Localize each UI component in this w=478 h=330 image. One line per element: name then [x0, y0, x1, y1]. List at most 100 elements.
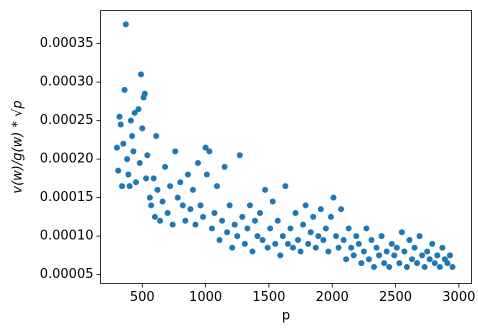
point: [396, 260, 403, 267]
x-tick-label: 2000: [316, 290, 349, 305]
point: [333, 233, 340, 240]
point: [182, 217, 189, 224]
point: [363, 225, 370, 232]
point: [219, 217, 226, 224]
point: [307, 229, 314, 236]
point: [113, 144, 120, 151]
point: [120, 140, 127, 147]
point: [131, 109, 138, 116]
point: [226, 202, 233, 209]
point: [368, 236, 375, 243]
point: [136, 159, 143, 166]
point: [132, 179, 139, 186]
point: [116, 113, 123, 120]
point: [264, 244, 271, 251]
point: [338, 206, 345, 213]
point: [350, 252, 357, 259]
point: [340, 236, 347, 243]
point: [194, 159, 201, 166]
point: [229, 244, 236, 251]
point: [439, 244, 446, 251]
point: [236, 152, 243, 159]
point: [157, 217, 164, 224]
point: [424, 248, 431, 255]
point: [295, 236, 302, 243]
point: [436, 263, 443, 270]
point: [203, 171, 210, 178]
point: [164, 210, 171, 217]
point: [310, 213, 317, 220]
point: [421, 263, 428, 270]
point: [305, 240, 312, 247]
point: [167, 183, 174, 190]
point: [216, 236, 223, 243]
point: [135, 106, 142, 113]
point: [383, 248, 390, 255]
point: [151, 213, 158, 220]
point: [300, 221, 307, 228]
point: [391, 252, 398, 259]
point: [153, 133, 160, 140]
point: [302, 202, 309, 209]
y-tick-label: 0.00035: [40, 36, 94, 51]
point: [169, 221, 176, 228]
point: [353, 233, 360, 240]
point: [317, 206, 324, 213]
point: [150, 175, 157, 182]
plot-frame: [100, 10, 472, 284]
point: [287, 225, 294, 232]
point: [184, 171, 191, 178]
point: [162, 163, 169, 170]
point: [146, 194, 153, 201]
point: [159, 198, 166, 205]
point: [239, 213, 246, 220]
x-axis-label: p: [282, 309, 290, 324]
point: [224, 229, 231, 236]
point: [122, 21, 129, 28]
point: [267, 225, 274, 232]
point: [129, 133, 136, 140]
point: [197, 202, 204, 209]
point: [292, 210, 299, 217]
point: [187, 206, 194, 213]
point: [431, 260, 438, 267]
x-tick-label: 2500: [379, 290, 412, 305]
y-tick-label: 0.00010: [40, 229, 94, 244]
point: [130, 148, 137, 155]
point: [429, 240, 436, 247]
point: [139, 125, 146, 132]
point: [325, 248, 332, 255]
point: [343, 256, 350, 263]
point: [125, 171, 132, 178]
point: [141, 90, 148, 97]
point: [282, 183, 289, 190]
point: [257, 210, 264, 217]
y-tick-label: 0.00005: [40, 267, 94, 282]
point: [251, 217, 258, 224]
point: [365, 256, 372, 263]
x-tick-label: 500: [130, 290, 155, 305]
point: [274, 217, 281, 224]
point: [246, 202, 253, 209]
point: [174, 194, 181, 201]
point: [127, 117, 134, 124]
point: [398, 229, 405, 236]
point: [144, 152, 151, 159]
point: [335, 244, 342, 251]
point: [312, 244, 319, 251]
point: [284, 240, 291, 247]
point: [249, 248, 256, 255]
x-tick-label: 1000: [189, 290, 222, 305]
point: [234, 233, 241, 240]
y-tick-label: 0.00015: [40, 190, 94, 205]
point: [330, 194, 337, 201]
point: [371, 263, 378, 270]
point: [315, 233, 322, 240]
point: [213, 183, 220, 190]
point: [327, 213, 334, 220]
point: [259, 236, 266, 243]
y-tick-label: 0.00020: [40, 152, 94, 167]
point: [345, 225, 352, 232]
point: [189, 186, 196, 193]
point: [446, 252, 453, 259]
